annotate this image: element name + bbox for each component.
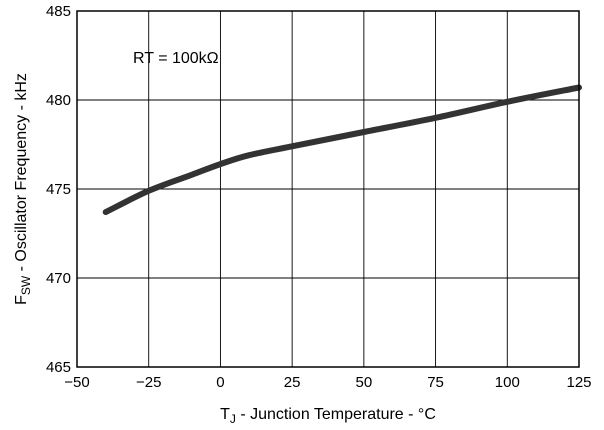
y-tick-label: 485	[46, 3, 71, 20]
tick-labels: −50 −25 0 25 50 75 100 125 465 470 475 480 485	[46, 3, 592, 391]
annotation-label: RT = 100kΩ	[133, 50, 219, 67]
y-tick-label: 470	[46, 270, 71, 287]
plot-frame	[76, 10, 580, 368]
y-axis-title-main: F	[13, 295, 30, 305]
y-tick-label: 480	[46, 92, 71, 109]
series-line	[102, 84, 582, 216]
x-tick-label: −25	[136, 374, 161, 391]
y-tick-label: 465	[46, 359, 71, 376]
x-tick-label: 125	[566, 374, 591, 391]
x-tick-label: 50	[356, 374, 373, 391]
y-axis-title-subscript: SW	[19, 275, 33, 295]
x-tick-label: −50	[64, 374, 89, 391]
x-tick-label: 25	[284, 374, 301, 391]
x-axis-title: TJ - Junction Temperature - °C	[220, 406, 436, 426]
y-tick-label: 475	[46, 181, 71, 198]
series-layer	[102, 84, 582, 216]
y-axis-title-rest: - Oscillator Frequency - kHz	[13, 73, 30, 276]
x-axis-title-main: T	[220, 406, 230, 423]
x-axis-title-subscript: J	[230, 412, 236, 426]
x-axis-title-rest: - Junction Temperature - °C	[236, 406, 436, 423]
x-tick-label: 75	[427, 374, 444, 391]
y-axis-title: FSW - Oscillator Frequency - kHz	[13, 73, 33, 305]
x-tick-label: 0	[216, 374, 224, 391]
x-tick-label: 100	[495, 374, 520, 391]
